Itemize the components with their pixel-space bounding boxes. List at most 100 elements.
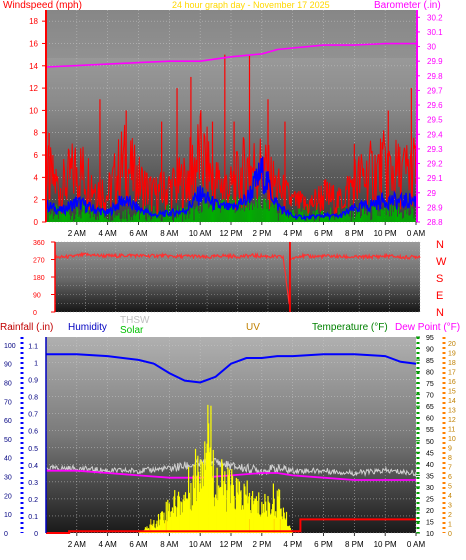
barometer-tick-label: 28.8 — [427, 218, 443, 227]
direction-tick-label: 0 — [33, 310, 37, 317]
barometer-tick-label: 29.1 — [427, 174, 443, 183]
rain-tick-label: 1.1 — [28, 344, 38, 351]
temperature-tick-label: 30 — [426, 485, 434, 492]
temperature-tick-label: 55 — [426, 427, 434, 434]
windspeed-tick-label: 18 — [29, 17, 38, 26]
legend-temperature: Temperature (°F) — [312, 322, 388, 333]
top-x-tick-label: 6 PM — [314, 229, 333, 238]
uv-tick-label: 16 — [448, 379, 456, 386]
temperature-tick-label: 50 — [426, 439, 434, 446]
barometer-tick-label: 29.9 — [427, 57, 443, 66]
temperature-tick-label: 85 — [426, 358, 434, 365]
humidity-tick-label: 0 — [4, 531, 8, 538]
humidity-tick-label: 70 — [4, 399, 12, 406]
top-chart-title: 24 hour graph day - November 17 2025 — [172, 0, 330, 10]
bottom-x-tick-label: 12 PM — [219, 540, 242, 549]
uv-tick-label: 10 — [448, 436, 456, 443]
compass-label: E — [436, 290, 443, 302]
legend-solar: Solar — [120, 325, 144, 336]
uv-tick-label: 15 — [448, 389, 456, 396]
temperature-tick-label: 70 — [426, 393, 434, 400]
uv-tick-label: 8 — [448, 455, 452, 462]
uv-tick-label: 4 — [448, 493, 452, 500]
temperature-tick-label: 95 — [426, 335, 434, 342]
windspeed-tick-label: 4 — [34, 173, 39, 182]
rain-tick-label: 0 — [34, 531, 38, 538]
temperature-tick-label: 80 — [426, 370, 434, 377]
top-x-tick-label: 6 AM — [129, 229, 148, 238]
temperature-tick-label: 15 — [426, 519, 434, 526]
windspeed-tick-label: 16 — [29, 39, 38, 48]
humidity-tick-label: 40 — [4, 456, 12, 463]
rain-tick-label: 0.8 — [28, 395, 38, 402]
rain-tick-label: 0.1 — [28, 514, 38, 521]
top-x-tick-label: 4 AM — [99, 229, 118, 238]
temperature-tick-label: 65 — [426, 404, 434, 411]
humidity-tick-label: 20 — [4, 493, 12, 500]
top-x-tick-label: 0 AM — [407, 229, 426, 238]
windspeed-tick-label: 8 — [34, 129, 39, 138]
top-x-tick-label: 2 AM — [68, 229, 87, 238]
humidity-tick-label: 60 — [4, 418, 12, 425]
barometer-tick-label: 29.7 — [427, 86, 443, 95]
uv-tick-label: 14 — [448, 398, 456, 405]
barometer-tick-label: 29 — [427, 189, 436, 198]
humidity-tick-label: 100 — [4, 343, 16, 350]
barometer-tick-label: 29.2 — [427, 160, 443, 169]
uv-tick-label: 9 — [448, 446, 452, 453]
uv-tick-label: 11 — [448, 427, 455, 434]
wind-direction-line — [54, 251, 421, 305]
uv-tick-label: 18 — [448, 360, 456, 367]
uv-tick-label: 6 — [448, 474, 452, 481]
legend-dew-point: Dew Point (°F) — [395, 322, 460, 333]
barometer-tick-label: 30.2 — [427, 13, 443, 22]
uv-tick-label: 20 — [448, 341, 456, 348]
barometer-tick-label: 29.4 — [427, 130, 443, 139]
barometer-tick-label: 29.8 — [427, 72, 443, 81]
top-x-tick-label: 8 AM — [160, 229, 179, 238]
uv-tick-label: 0 — [448, 531, 452, 538]
temperature-tick-label: 45 — [426, 450, 434, 457]
bottom-x-tick-label: 2 PM — [252, 540, 271, 549]
rain-tick-label: 0.4 — [28, 463, 38, 470]
rain-tick-label: 0.2 — [28, 497, 38, 504]
temperature-tick-label: 90 — [426, 347, 434, 354]
top-x-tick-label: 10 PM — [374, 229, 397, 238]
rain-tick-label: 1 — [34, 361, 38, 368]
barometer-tick-label: 30 — [427, 43, 436, 52]
compass-label: N — [436, 307, 444, 319]
barometer-axis-title: Barometer (.in) — [374, 0, 441, 11]
rain-tick-label: 0.3 — [28, 480, 38, 487]
legend-humidity: Humidity — [68, 322, 107, 333]
temperature-line — [46, 469, 416, 481]
windspeed-tick-label: 10 — [29, 106, 38, 115]
top-x-tick-label: 10 AM — [189, 229, 212, 238]
uv-tick-label: 19 — [448, 351, 456, 358]
uv-tick-label: 2 — [448, 512, 452, 519]
bottom-x-tick-label: 2 AM — [68, 540, 87, 549]
compass-label: N — [436, 239, 444, 251]
rain-tick-label: 0.5 — [28, 446, 38, 453]
rainfall-line — [46, 518, 416, 534]
average-wind-line — [45, 156, 417, 222]
direction-tick-label: 360 — [33, 240, 45, 247]
uv-tick-label: 12 — [448, 417, 456, 424]
barometer-tick-label: 29.6 — [427, 101, 443, 110]
direction-tick-label: 270 — [33, 258, 45, 265]
top-x-tick-label: 2 PM — [252, 229, 271, 238]
temperature-tick-label: 75 — [426, 381, 434, 388]
humidity-tick-label: 90 — [4, 362, 12, 369]
windspeed-tick-label: 14 — [29, 62, 38, 71]
top-x-tick-label: 12 PM — [219, 229, 242, 238]
temperature-tick-label: 60 — [426, 416, 434, 423]
uv-tick-label: 13 — [448, 408, 456, 415]
bottom-x-tick-label: 6 PM — [314, 540, 333, 549]
top-x-tick-label: 4 PM — [283, 229, 302, 238]
bottom-x-tick-label: 4 PM — [283, 540, 302, 549]
rain-tick-label: 0.9 — [28, 378, 38, 385]
direction-tick-label: 90 — [33, 293, 41, 300]
temperature-tick-label: 25 — [426, 496, 434, 503]
windspeed-tick-label: 0 — [34, 218, 39, 227]
